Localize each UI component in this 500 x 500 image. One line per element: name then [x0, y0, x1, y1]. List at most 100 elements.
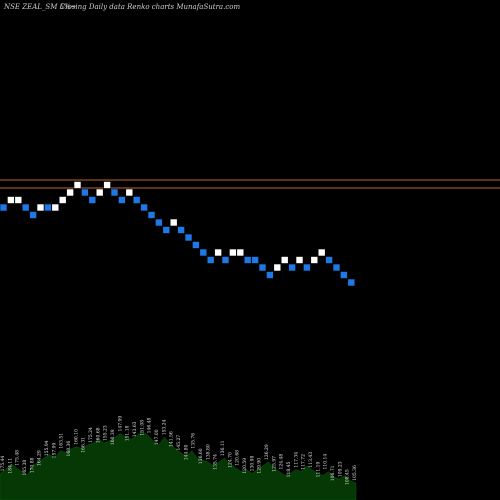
volume-label-43: 111.19 [315, 462, 321, 478]
level-lines-group [0, 179, 500, 189]
renko-brick-14 [103, 181, 111, 189]
renko-brick-7 [51, 203, 60, 212]
renko-brick-39 [288, 263, 296, 272]
renko-brick-25 [184, 233, 193, 242]
renko-brick-16 [118, 196, 126, 204]
renko-brick-32 [236, 248, 245, 257]
renko-brick-9 [66, 188, 74, 197]
renko-brick-34 [251, 256, 259, 264]
volume-label-28: 138.80 [205, 444, 211, 460]
volume-label-6: 155.94 [44, 440, 50, 456]
renko-brick-4 [29, 211, 37, 219]
renko-brick-36 [266, 271, 274, 279]
volume-area [0, 431, 357, 500]
volume-label-11: 166.31 [81, 437, 87, 453]
renko-brick-29 [214, 248, 222, 257]
renko-brick-43 [317, 248, 326, 257]
renko-brick-12 [88, 196, 97, 204]
volume-label-26: 135.76 [191, 433, 197, 449]
volume-label-36: 126.29 [264, 444, 270, 460]
volume-label-41: 117.72 [301, 454, 307, 470]
renko-brick-40 [295, 256, 304, 264]
volume-label-18: 143.63 [132, 421, 138, 437]
renko-brick-20 [147, 211, 156, 219]
volume-label-24: 145.27 [176, 435, 182, 451]
renko-brick-17 [125, 188, 134, 197]
renko-brick-42 [310, 256, 319, 264]
volume-label-8: 163.51 [59, 433, 65, 449]
renko-brick-22 [162, 226, 171, 234]
volume-label-19: 151.08 [139, 420, 145, 436]
volume-label-31: 124.70 [227, 452, 233, 468]
volume-label-17: 151.18 [125, 425, 131, 441]
renko-brick-11 [81, 188, 89, 197]
volume-label-48: 105.36 [352, 465, 358, 481]
volume-label-10: 160.10 [73, 429, 79, 445]
volume-label-45: 106.71 [330, 465, 336, 481]
volume-label-20: 146.48 [147, 418, 153, 434]
renko-brick-31 [229, 248, 237, 257]
bricks-group [0, 181, 356, 287]
volume-label-27: 136.60 [198, 448, 204, 464]
renko-brick-38 [280, 256, 289, 264]
volume-label-3: 165.38 [22, 460, 28, 476]
volume-label-12: 175.24 [88, 427, 94, 443]
volume-label-35: 129.90 [257, 458, 263, 474]
renko-brick-0 [0, 203, 8, 212]
volume-label-30: 136.11 [220, 440, 226, 456]
volume-label-40: 117.34 [293, 452, 299, 468]
volume-label-16: 147.99 [117, 416, 123, 432]
renko-brick-46 [340, 271, 348, 279]
renko-brick-24 [177, 226, 185, 234]
volume-area-group [0, 431, 357, 500]
renko-brick-3 [21, 203, 30, 212]
volume-label-32: 120.68 [235, 450, 241, 466]
renko-brick-23 [169, 218, 178, 227]
renko-brick-35 [258, 263, 267, 272]
volume-label-0: 175.44 [0, 456, 6, 472]
volume-label-23: 141.56 [169, 431, 175, 447]
volume-label-1: 184.11 [7, 458, 13, 474]
volume-label-34: 130.98 [249, 456, 255, 472]
header-description: Closing Daily data Renko charts MunafaSu… [60, 3, 240, 11]
renko-brick-15 [110, 188, 119, 197]
volume-label-2: 175.48 [15, 450, 21, 466]
renko-brick-28 [206, 256, 215, 264]
volume-label-37: 125.97 [271, 456, 277, 472]
volume-label-7: 157.99 [51, 443, 57, 459]
volume-label-13: 160.68 [95, 427, 101, 443]
renko-brick-6 [44, 203, 52, 212]
renko-brick-47 [347, 278, 356, 287]
volume-label-5: 164.29 [37, 450, 43, 466]
volume-label-39: 118.45 [286, 462, 292, 478]
renko-brick-1 [7, 196, 15, 204]
renko-brick-45 [332, 263, 341, 272]
volume-label-33: 120.59 [242, 458, 248, 474]
volume-label-47: 108.45 [345, 469, 351, 485]
renko-brick-2 [14, 196, 23, 204]
volume-label-25: 144.80 [183, 444, 189, 460]
volume-label-42: 113.43 [308, 452, 314, 468]
volume-label-38: 124.48 [279, 454, 285, 470]
renko-brick-26 [192, 241, 200, 249]
renko-brick-19 [140, 203, 148, 212]
renko-brick-37 [273, 263, 282, 272]
volume-label-15: 160.39 [110, 429, 116, 445]
renko-brick-21 [155, 218, 163, 227]
renko-brick-8 [58, 196, 67, 204]
volume-label-44: 110.14 [323, 454, 329, 470]
renko-brick-10 [73, 181, 82, 189]
renko-brick-5 [36, 203, 45, 212]
volume-label-29: 135.74 [213, 454, 219, 470]
volume-label-22: 153.24 [161, 419, 167, 435]
renko-brick-30 [221, 256, 230, 264]
renko-brick-44 [325, 256, 333, 264]
renko-brick-18 [132, 196, 141, 204]
volume-label-21: 147.00 [154, 429, 160, 445]
volume-label-46: 109.23 [337, 461, 343, 477]
renko-brick-33 [243, 256, 252, 264]
volume-label-4: 170.88 [29, 457, 35, 473]
